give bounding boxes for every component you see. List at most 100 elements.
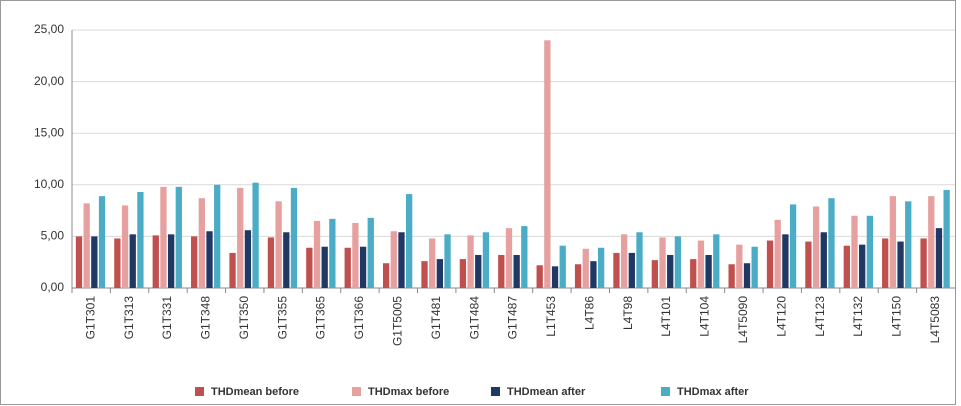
x-tick-label: L4T101: [659, 296, 673, 337]
bar: [167, 234, 175, 288]
bar: [98, 196, 106, 288]
bar: [897, 241, 904, 288]
bar: [175, 186, 182, 288]
bar: [905, 201, 912, 288]
x-tick-label: L4T150: [890, 296, 904, 337]
bar: [505, 228, 513, 288]
bar: [498, 254, 505, 288]
bar: [252, 182, 259, 288]
bar: [114, 238, 121, 288]
bar: [275, 201, 282, 288]
bar: [620, 234, 628, 288]
bar: [659, 237, 666, 288]
bar: [789, 204, 797, 288]
legend-label: THDmax before: [368, 386, 449, 398]
bar: [459, 259, 467, 288]
x-tick-label: L4T5083: [928, 296, 942, 344]
bar: [429, 238, 436, 288]
x-tick-label: L4T120: [774, 296, 788, 337]
legend-swatch: [352, 387, 361, 396]
bar: [229, 252, 236, 288]
legend-swatch: [195, 387, 204, 396]
bar: [406, 194, 413, 288]
legend-swatch: [661, 387, 670, 396]
bar: [866, 215, 873, 288]
bar: [206, 231, 213, 288]
bar: [697, 240, 705, 288]
x-tick-label: G1T355: [275, 296, 289, 340]
x-tick-label: L4T123: [813, 296, 827, 337]
y-tick-label: 25,00: [34, 22, 64, 36]
bar: [475, 254, 482, 288]
bar: [367, 217, 374, 288]
bar: [137, 192, 144, 288]
bar: [359, 246, 367, 288]
bar: [191, 236, 198, 288]
bar: [743, 263, 751, 288]
bar: [214, 184, 221, 288]
x-tick-label: G1T365: [314, 296, 328, 340]
y-tick-label: 0,00: [41, 280, 65, 294]
bar: [843, 245, 850, 288]
bar: [690, 259, 697, 288]
bar: [521, 226, 528, 288]
bar: [667, 254, 674, 288]
bar: [398, 232, 405, 288]
bar: [582, 248, 589, 288]
bar: [482, 232, 490, 288]
bar: [812, 206, 820, 288]
x-tick-label: G1T348: [199, 296, 213, 340]
x-tick-label: G1T481: [429, 296, 443, 340]
bar: [805, 241, 812, 288]
bar: [283, 232, 290, 288]
x-tick-label: G1T5005: [390, 296, 404, 346]
bar: [651, 260, 659, 288]
bar: [574, 264, 582, 288]
x-tick-label: L4T104: [698, 296, 712, 337]
x-tick-label: L4T5090: [736, 296, 750, 344]
x-tick-label: G1T487: [506, 296, 520, 340]
bar: [851, 215, 858, 288]
legend-label: THDmean after: [507, 386, 586, 398]
bar: [828, 198, 835, 288]
bar: [390, 231, 397, 288]
x-tick-label: L4T98: [621, 296, 635, 330]
bar: [152, 235, 159, 288]
x-tick-label: G1T350: [237, 296, 251, 340]
bar: [882, 238, 889, 288]
bar: [344, 247, 351, 288]
x-tick-label: G1T313: [122, 296, 136, 340]
y-tick-label: 5,00: [41, 229, 65, 243]
bar: [766, 240, 774, 288]
bar: [536, 265, 543, 288]
bar: [421, 261, 428, 288]
y-tick-label: 10,00: [34, 177, 64, 191]
y-tick-label: 15,00: [34, 125, 64, 139]
bar: [267, 237, 275, 288]
bar: [352, 222, 359, 288]
bar: [820, 232, 827, 288]
bar: [121, 205, 129, 288]
legend-label: THDmean before: [211, 386, 299, 398]
bar: [774, 219, 781, 288]
x-tick-label: G1T331: [160, 296, 174, 340]
bar: [237, 187, 244, 288]
bar: [705, 254, 712, 288]
x-tick-label: G1T484: [467, 296, 481, 340]
x-tick-label: G1T301: [83, 296, 97, 340]
legend-swatch: [491, 387, 500, 396]
bar: [91, 236, 98, 288]
bar: [859, 244, 866, 288]
x-tick-label: L4T132: [851, 296, 865, 337]
bar: [551, 266, 559, 288]
bar: [544, 40, 551, 288]
bar: [636, 232, 643, 288]
bar: [75, 236, 83, 288]
bar: [935, 228, 943, 288]
bar: [382, 263, 390, 288]
bar: [559, 245, 566, 288]
bar: [306, 247, 313, 288]
bar: [198, 198, 205, 288]
